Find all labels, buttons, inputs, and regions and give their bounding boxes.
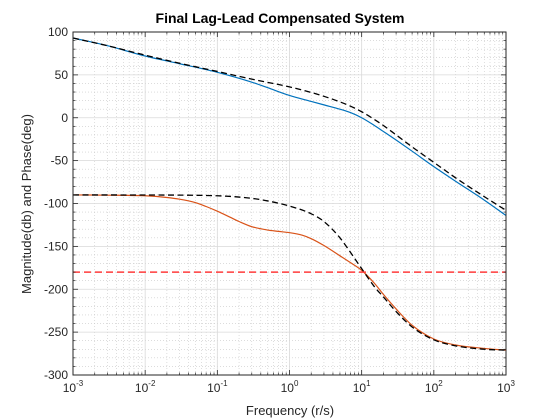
series-line-4 xyxy=(73,194,506,351)
x-tick-label: 103 xyxy=(497,379,515,395)
x-tick-label: 101 xyxy=(353,379,371,395)
y-tick-label: -250 xyxy=(44,325,68,339)
y-tick-label: -200 xyxy=(44,282,68,296)
x-tick-label: 10-2 xyxy=(135,379,156,395)
series-layer xyxy=(73,37,506,351)
y-tick-label: -150 xyxy=(44,239,68,253)
x-tick-label: 10-1 xyxy=(207,379,228,395)
y-tick-label: -300 xyxy=(44,368,68,382)
x-tick-labels: 10-3 10-2 10-1 100 101 102 103 xyxy=(63,379,516,395)
series-line-3 xyxy=(73,194,506,351)
y-tick-label: -100 xyxy=(44,197,68,211)
y-tick-label: 100 xyxy=(48,25,68,39)
y-axis-label: Magnitude(db) and Phase(deg) xyxy=(19,114,34,294)
y-tick-label: -50 xyxy=(51,154,69,168)
x-axis-label: Frequency (r/s) xyxy=(246,403,334,418)
y-tick-label: 50 xyxy=(55,68,69,82)
y-tick-label: 0 xyxy=(61,111,68,125)
x-tick-label: 10-3 xyxy=(63,379,84,395)
chart-title: Final Lag-Lead Compensated System xyxy=(156,10,405,26)
axis-ticks xyxy=(72,31,507,376)
series-line-2 xyxy=(73,37,506,211)
x-tick-label: 100 xyxy=(281,379,299,395)
x-tick-label: 102 xyxy=(425,379,443,395)
y-tick-labels: 100 50 0 -50 -100 -150 -200 -250 -300 xyxy=(44,25,68,382)
